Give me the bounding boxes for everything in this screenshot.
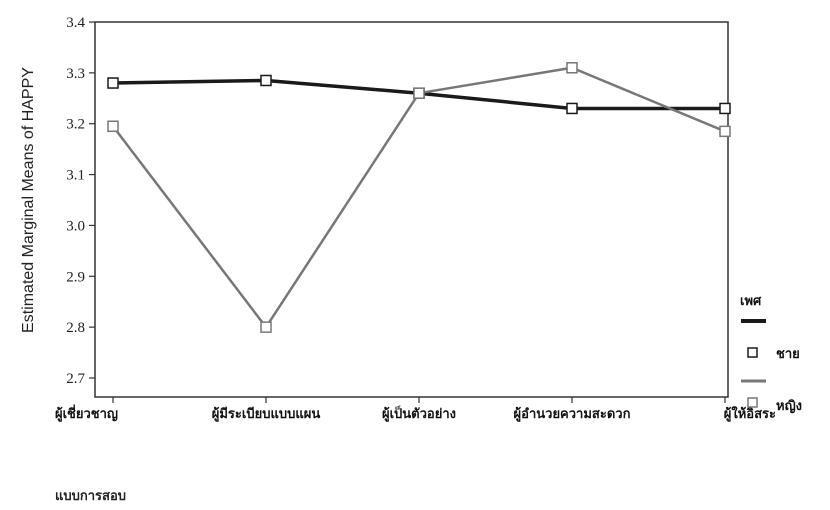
- data-point-marker: [107, 77, 119, 89]
- data-point-marker: [260, 74, 272, 87]
- y-axis-ticks: 2.7 2.8 2.9 3.0 3.1 3.2 3.3 3.4: [66, 15, 95, 387]
- data-point-marker: [719, 125, 731, 138]
- y-tick-label: 3.1: [66, 168, 85, 184]
- plot-area-frame: [94, 21, 729, 398]
- legend-label-female: หญิง: [776, 399, 802, 414]
- x-category-label: ผู้เป็นตัวอย่าง: [382, 404, 456, 422]
- x-axis-ticks: ผู้เชี่ยวชาญ ผู้มีระเบียบแบบแผน ผู้เป็นตัว…: [55, 397, 776, 422]
- y-axis-title: Estimated Marginal Means of HAPPY: [20, 67, 37, 333]
- data-point-marker: [566, 62, 578, 74]
- series-line-1: [112, 66, 726, 329]
- x-category-label: ผู้มีระเบียบแบบแผน: [212, 406, 321, 422]
- legend: เพศ ชาย หญิง: [740, 294, 802, 414]
- x-category-label: ผู้อำนวยความสะดวก: [514, 406, 631, 422]
- y-tick-label: 2.7: [66, 371, 85, 387]
- x-category-label: ผู้เชี่ยวชาญ: [55, 404, 118, 422]
- data-point-marker: [107, 120, 119, 133]
- data-point-marker: [719, 102, 731, 115]
- y-tick-label: 3.0: [66, 218, 85, 234]
- data-point-marker: [413, 87, 425, 99]
- y-tick-label: 3.4: [66, 15, 85, 31]
- x-category-label: ผู้ให้อิสระ: [724, 405, 776, 422]
- y-tick-label: 2.9: [66, 269, 85, 285]
- data-point-marker: [566, 102, 578, 115]
- series-markers: [107, 62, 731, 333]
- data-point-marker: [260, 321, 272, 333]
- x-axis-title: แบบการสอบ: [55, 489, 126, 504]
- legend-title: เพศ: [740, 294, 762, 309]
- series-lines: [112, 66, 726, 329]
- legend-marker-male: [747, 347, 758, 358]
- legend-label-male: ชาย: [776, 347, 800, 362]
- y-tick-label: 3.3: [66, 66, 85, 82]
- y-tick-label: 3.2: [66, 117, 85, 133]
- y-tick-label: 2.8: [66, 320, 85, 336]
- legend-marker-female: [747, 397, 758, 408]
